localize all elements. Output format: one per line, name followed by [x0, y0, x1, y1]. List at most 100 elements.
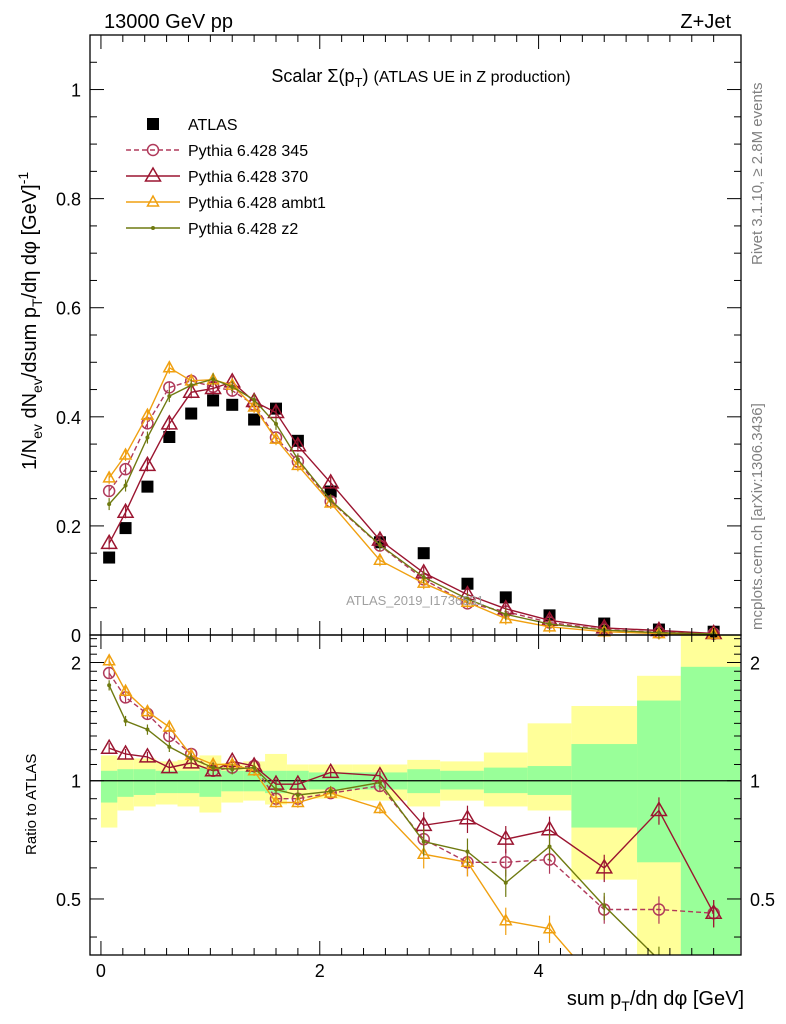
- data-point: [102, 484, 116, 498]
- ratio-y-tick-label-right: 0.5: [750, 890, 775, 910]
- side-rivet: Rivet 3.1.10, ≥ 2.8M events: [749, 83, 766, 266]
- ratio-y-tick-label: 2: [71, 654, 81, 674]
- ratio-point: [252, 765, 257, 770]
- ratio-point: [653, 1011, 664, 1021]
- main-y-tick-label: 1: [71, 81, 81, 101]
- ratio-pythia-6-428-z2: [107, 680, 716, 977]
- ratio-point: [657, 958, 661, 962]
- main-plot-layer: [100, 360, 723, 641]
- x-axis-label: sum pT/dη dφ [GeV]: [567, 988, 744, 1014]
- ratio-band-green: [177, 770, 200, 794]
- ratio-point: [595, 858, 614, 874]
- ratio-point: [295, 792, 300, 797]
- main-title: Scalar Σ(pT) (ATLAS UE in Z production): [271, 66, 570, 90]
- data-point: [416, 575, 431, 588]
- ratio-point: [204, 761, 222, 777]
- data-point: [162, 360, 177, 373]
- ratio-point: [712, 973, 716, 977]
- ratio-point: [499, 856, 513, 869]
- main-y-tick-label: 0: [71, 626, 81, 646]
- data-point: [377, 543, 382, 547]
- ratio-point: [460, 854, 475, 868]
- ratio-point: [416, 846, 431, 859]
- legend-label: Pythia 6.428 370: [188, 169, 308, 186]
- data-point: [274, 421, 278, 426]
- data-point: [248, 413, 261, 426]
- data-point: [185, 407, 198, 420]
- legend-item: Pythia 6.428 370: [126, 166, 308, 186]
- ratio-band-green: [637, 700, 681, 863]
- ratio-point: [542, 921, 557, 934]
- legend-marker: [151, 226, 155, 230]
- data-point: [547, 622, 552, 627]
- legend-label: Pythia 6.428 345: [188, 143, 308, 160]
- main-y-label: 1/Nev dNev/dsum pT/dη dφ [GeV]-1: [15, 172, 45, 470]
- ratio-band-green: [155, 770, 178, 794]
- ratio-point: [189, 756, 194, 761]
- ratio-bands-layer: [100, 635, 740, 955]
- ratio-band-green: [100, 770, 118, 803]
- data-point: [189, 383, 194, 388]
- data-point: [100, 533, 118, 550]
- legend-marker: [144, 166, 162, 182]
- main-y-tick-label: 0.2: [56, 517, 81, 537]
- ratio-point: [230, 767, 235, 772]
- legend-item: Pythia 6.428 ambt1: [126, 194, 326, 212]
- ratio-band-green: [133, 769, 156, 795]
- ratio-point: [650, 800, 668, 817]
- ratio-y-tick-label-right: 2: [750, 654, 760, 674]
- ratio-point: [140, 704, 155, 717]
- ratio-point: [107, 683, 112, 688]
- ratio-band-green: [117, 769, 134, 797]
- ratio-y-tick-label: 1: [71, 772, 81, 792]
- ratio-point: [289, 774, 307, 790]
- main-y-tick-label: 0.4: [56, 408, 81, 428]
- x-tick-label: 0: [96, 961, 106, 981]
- side-mcplots: mcplots.cern.ch [arXiv:1306.3436]: [749, 403, 766, 630]
- legend-label: ATLAS: [188, 117, 238, 134]
- ratio-point: [465, 849, 470, 854]
- ratio-point: [498, 913, 513, 926]
- legend-item: Pythia 6.428 345: [126, 143, 308, 160]
- data-point: [421, 575, 426, 580]
- data-point: [107, 502, 112, 507]
- x-tick-label: 4: [534, 961, 544, 981]
- ratio-point: [123, 718, 128, 723]
- ratio-band-green: [571, 744, 638, 828]
- ratio-point: [321, 762, 340, 779]
- data-point: [211, 377, 216, 382]
- ratio-point: [708, 1018, 719, 1024]
- ratio-point: [602, 903, 607, 908]
- data-point: [461, 577, 474, 590]
- data-point: [145, 435, 150, 440]
- data-point: [465, 597, 470, 601]
- data-point: [103, 551, 116, 564]
- data-point: [321, 473, 340, 489]
- main-y-tick-label: 0.8: [56, 190, 81, 210]
- ratio-pythia-6-428-370: [100, 738, 723, 928]
- data-point: [656, 630, 661, 635]
- series-pythia-6-428-z2: [107, 373, 716, 640]
- ratio-point: [116, 744, 135, 760]
- header-left: 13000 GeV pp: [104, 11, 233, 33]
- data-point: [247, 399, 261, 412]
- data-point: [140, 407, 155, 420]
- data-point: [417, 547, 430, 560]
- ratio-point: [496, 829, 515, 845]
- data-point: [252, 397, 257, 402]
- header-right: Z+Jet: [680, 11, 731, 33]
- ratio-point: [274, 787, 278, 792]
- legend: ATLAS Pythia 6.428 345 Pythia 6.428 370 Pyt…: [126, 117, 326, 238]
- legend-marker: [146, 194, 160, 207]
- legend-marker: [146, 143, 160, 157]
- data-point: [138, 455, 157, 472]
- data-point: [182, 382, 201, 399]
- data-point: [498, 611, 513, 624]
- ratio-point: [118, 683, 133, 696]
- legend-label: Pythia 6.428 z2: [188, 221, 298, 238]
- data-point: [542, 619, 557, 632]
- legend-item: Pythia 6.428 z2: [126, 221, 298, 238]
- ratio-plot-layer: [90, 653, 741, 1024]
- ratio-y-tick-label-right: 1: [750, 772, 760, 792]
